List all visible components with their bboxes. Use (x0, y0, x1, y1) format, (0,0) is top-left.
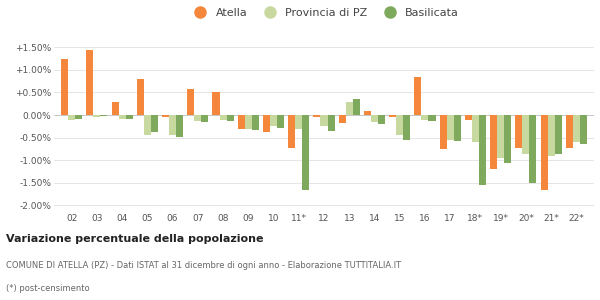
Text: COMUNE DI ATELLA (PZ) - Dati ISTAT al 31 dicembre di ogni anno - Elaborazione TU: COMUNE DI ATELLA (PZ) - Dati ISTAT al 31… (6, 262, 401, 271)
Bar (548, 115, 554, 156)
Bar (125, 115, 133, 119)
Bar (313, 115, 320, 117)
Bar (187, 89, 194, 115)
Bar (61, 58, 68, 115)
Bar (428, 115, 436, 121)
Bar (75, 115, 82, 119)
Bar (144, 115, 151, 135)
Bar (580, 115, 587, 145)
Bar (119, 115, 125, 119)
Bar (515, 115, 523, 148)
Bar (566, 115, 573, 148)
Bar (479, 115, 486, 185)
Bar (523, 115, 529, 154)
Bar (371, 115, 378, 122)
Bar (270, 115, 277, 126)
Bar (176, 115, 183, 137)
Bar (378, 115, 385, 124)
Bar (112, 102, 119, 115)
Bar (220, 115, 227, 120)
Bar (162, 115, 169, 117)
Bar (541, 115, 548, 190)
Bar (353, 99, 360, 115)
Bar (302, 115, 310, 190)
Bar (86, 50, 94, 115)
Bar (169, 115, 176, 135)
Bar (245, 115, 252, 129)
Bar (151, 115, 158, 132)
Bar (364, 112, 371, 115)
Bar (504, 115, 511, 163)
Bar (94, 115, 100, 117)
Bar (288, 115, 295, 148)
Bar (252, 115, 259, 130)
Bar (573, 115, 580, 142)
Legend: Atella, Provincia di PZ, Basilicata: Atella, Provincia di PZ, Basilicata (185, 3, 463, 22)
Bar (320, 115, 328, 126)
Bar (238, 115, 245, 129)
Bar (346, 101, 353, 115)
Bar (497, 115, 504, 158)
Text: Variazione percentuale della popolazione: Variazione percentuale della popolazione (6, 233, 263, 244)
Bar (212, 92, 220, 115)
Bar (100, 115, 107, 116)
Bar (202, 115, 208, 122)
Text: (*) post-censimento: (*) post-censimento (6, 284, 89, 293)
Bar (421, 115, 428, 120)
Bar (554, 115, 562, 154)
Bar (137, 79, 144, 115)
Bar (529, 115, 536, 183)
Bar (446, 115, 454, 140)
Bar (440, 115, 446, 149)
Bar (277, 115, 284, 128)
Bar (328, 115, 335, 131)
Bar (295, 115, 302, 129)
Bar (338, 115, 346, 123)
Bar (403, 115, 410, 140)
Bar (465, 115, 472, 120)
Bar (396, 115, 403, 135)
Bar (472, 115, 479, 142)
Bar (490, 115, 497, 169)
Bar (68, 115, 75, 120)
Bar (415, 77, 421, 115)
Bar (454, 115, 461, 141)
Bar (263, 115, 270, 132)
Bar (194, 115, 202, 121)
Bar (389, 115, 396, 117)
Bar (227, 115, 233, 121)
